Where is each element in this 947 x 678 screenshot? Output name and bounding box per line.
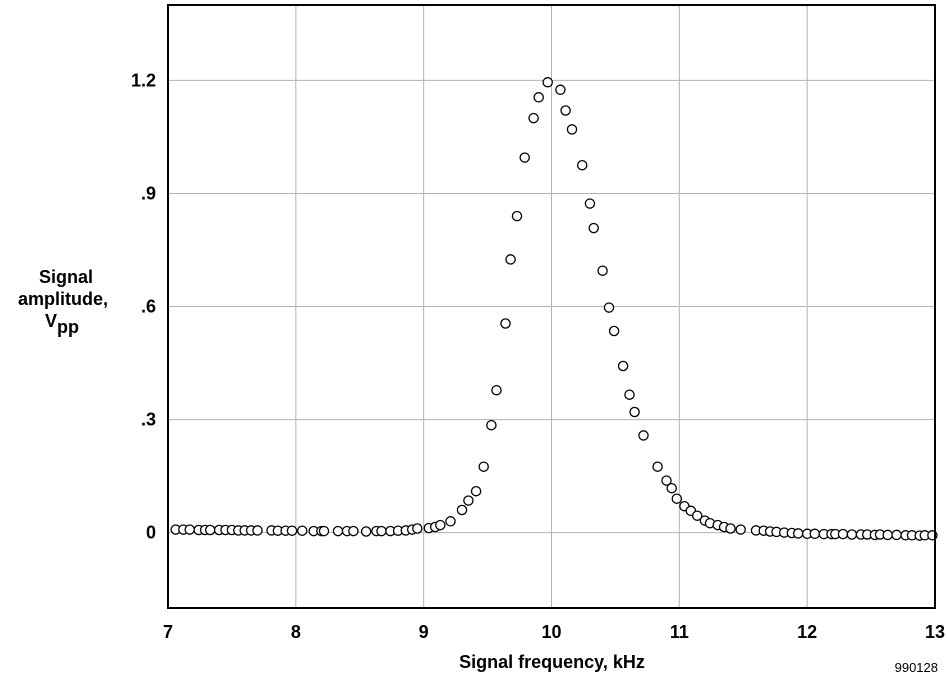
data-point bbox=[584, 198, 596, 209]
data-point bbox=[252, 525, 263, 536]
x-tick-label: 11 bbox=[670, 622, 689, 642]
y-axis-title-line1: Signal bbox=[39, 267, 93, 287]
data-point bbox=[624, 389, 635, 400]
data-point bbox=[435, 519, 446, 531]
x-tick-labels: 7 8 9 10 11 12 13 bbox=[163, 622, 945, 642]
x-tick-label: 8 bbox=[291, 622, 301, 642]
data-point bbox=[617, 360, 629, 372]
data-point bbox=[286, 525, 298, 536]
data-point bbox=[588, 222, 599, 234]
data-point bbox=[735, 524, 746, 535]
data-point bbox=[725, 523, 736, 534]
data-point bbox=[666, 482, 677, 494]
data-point bbox=[809, 528, 821, 540]
y-axis-title-line3: Vpp bbox=[45, 311, 79, 337]
data-point bbox=[555, 84, 566, 96]
data-point bbox=[204, 524, 216, 536]
data-point bbox=[500, 318, 511, 329]
data-point bbox=[491, 384, 502, 396]
data-point bbox=[376, 525, 387, 537]
y-tick-label: .9 bbox=[141, 183, 156, 203]
x-tick-label: 7 bbox=[163, 622, 173, 642]
figure-id: 990128 bbox=[895, 660, 938, 675]
data-point bbox=[629, 406, 640, 418]
data-point bbox=[486, 419, 497, 431]
data-point bbox=[511, 210, 523, 222]
x-tick-label: 10 bbox=[541, 622, 561, 642]
x-axis-title: Signal frequency, kHz bbox=[459, 652, 645, 672]
data-point bbox=[608, 325, 620, 337]
data-point bbox=[560, 105, 571, 116]
plot-area-frame bbox=[167, 4, 936, 609]
data-point bbox=[505, 254, 516, 265]
x-tick-label: 12 bbox=[797, 622, 817, 642]
data-point bbox=[533, 92, 544, 103]
data-point bbox=[837, 528, 849, 540]
data-point bbox=[846, 529, 858, 540]
data-points bbox=[170, 77, 938, 541]
data-point bbox=[542, 77, 553, 88]
data-point bbox=[184, 524, 195, 535]
data-point bbox=[691, 510, 703, 521]
y-tick-labels: 0 .3 .6 .9 1.2 bbox=[131, 70, 156, 542]
data-point bbox=[412, 523, 423, 534]
data-point bbox=[519, 152, 530, 163]
data-point bbox=[470, 485, 482, 497]
grid-lines bbox=[167, 5, 936, 608]
y-tick-label: 1.2 bbox=[131, 70, 156, 90]
data-point bbox=[661, 475, 672, 486]
data-point bbox=[528, 112, 539, 124]
data-point bbox=[463, 495, 474, 506]
data-point bbox=[456, 504, 468, 516]
data-point bbox=[671, 493, 683, 504]
data-point bbox=[478, 461, 489, 472]
y-axis-title-subscript: pp bbox=[57, 317, 79, 337]
data-point bbox=[597, 265, 608, 276]
data-point bbox=[603, 302, 615, 313]
data-point bbox=[348, 525, 359, 537]
data-point bbox=[882, 529, 893, 541]
data-point bbox=[576, 159, 588, 171]
x-tick-label: 13 bbox=[925, 622, 945, 642]
data-point bbox=[652, 461, 663, 472]
data-point bbox=[296, 525, 308, 536]
data-point bbox=[792, 528, 804, 539]
y-tick-label: .3 bbox=[141, 410, 156, 430]
data-point bbox=[318, 525, 330, 537]
data-point bbox=[566, 124, 578, 135]
data-point bbox=[638, 430, 649, 441]
data-point bbox=[332, 525, 344, 537]
y-tick-label: .6 bbox=[141, 297, 156, 317]
data-point bbox=[445, 516, 456, 527]
y-axis-title-symbol: V bbox=[45, 311, 57, 331]
y-tick-label: 0 bbox=[146, 523, 156, 543]
x-tick-label: 9 bbox=[419, 622, 429, 642]
y-axis-title: Signal amplitude, Vpp bbox=[18, 267, 108, 337]
data-point bbox=[891, 529, 902, 541]
data-point bbox=[360, 526, 372, 537]
y-axis-title-line2: amplitude, bbox=[18, 289, 108, 309]
